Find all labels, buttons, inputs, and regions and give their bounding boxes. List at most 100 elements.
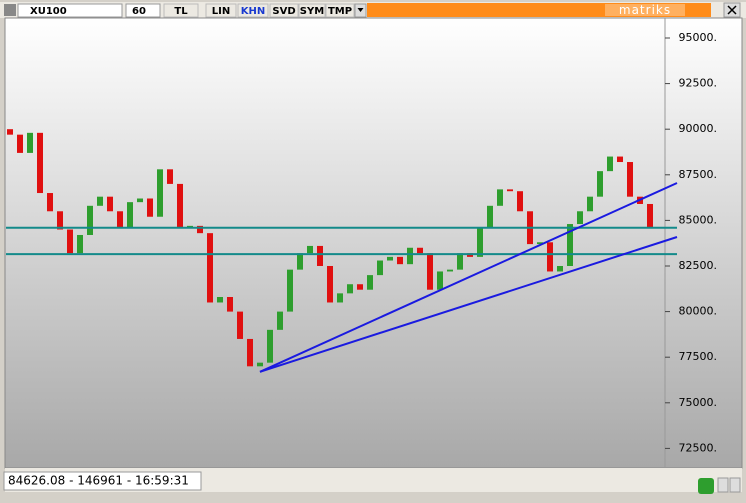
period-box[interactable] (125, 3, 161, 18)
tool-button[interactable] (163, 3, 199, 18)
trend-line (259, 182, 678, 373)
status: 84626.08 - 146961 - 16:59:31 (8, 474, 189, 488)
candle (157, 169, 163, 217)
candle (117, 211, 123, 228)
candle (87, 205, 93, 235)
y-tick-label: 72500. (679, 441, 718, 454)
symbol: XU100 (30, 6, 67, 17)
tool-button-label: TL (174, 6, 188, 17)
candle (557, 265, 563, 272)
candle (7, 129, 13, 135)
candle (217, 297, 223, 303)
y-tick-label: 87500. (679, 168, 718, 181)
candle (627, 162, 633, 197)
candle (337, 293, 343, 303)
tool-button[interactable] (298, 3, 326, 18)
symbol-box[interactable] (17, 3, 123, 18)
candle (287, 269, 293, 312)
candle (127, 202, 133, 228)
candle (607, 156, 613, 172)
candle (327, 265, 333, 303)
menu-icon[interactable] (4, 4, 16, 16)
candle (347, 284, 353, 294)
scroll-right[interactable] (729, 477, 741, 493)
candle (587, 196, 593, 212)
y-tick-label: 85000. (679, 213, 718, 226)
candle (507, 189, 513, 192)
tool-button-label: KHN (241, 6, 266, 17)
candle (517, 191, 523, 212)
y-tick-label: 90000. (679, 122, 718, 135)
y-tick-label: 82500. (679, 259, 718, 272)
tool-button-label: SYM (300, 6, 324, 17)
candle (407, 247, 413, 265)
candle (257, 362, 263, 367)
candle (477, 227, 483, 257)
candle (247, 338, 253, 367)
candle (197, 225, 203, 234)
candle (437, 271, 443, 290)
candle (417, 247, 423, 254)
candle (237, 311, 243, 339)
tool-button[interactable] (325, 3, 355, 18)
candle (37, 132, 43, 194)
tool-button[interactable] (269, 3, 299, 18)
tool-button-label: TMP (328, 6, 352, 17)
y-tick-label: 92500. (679, 77, 718, 90)
plot: 95000. 92500. 90000. 87500. 85000. 82500. 8000… (6, 31, 717, 489)
candle (547, 242, 553, 272)
status-box (3, 471, 202, 491)
candle (387, 256, 393, 261)
period: 60 (132, 6, 146, 17)
chart-panel (4, 17, 743, 469)
candle (647, 203, 653, 228)
y-tick-label: 75000. (679, 396, 718, 409)
scroll-left[interactable] (717, 477, 729, 493)
candle (397, 256, 403, 265)
trend-line (259, 236, 678, 373)
candle (147, 198, 153, 217)
y-tick-label: 95000. (679, 31, 718, 44)
close-icon (727, 5, 737, 15)
candle (207, 233, 213, 303)
candle (537, 242, 543, 245)
candle (27, 132, 33, 153)
candle (487, 205, 493, 228)
candle (377, 260, 383, 276)
candle (167, 169, 173, 184)
candle (77, 234, 83, 254)
candle (617, 156, 623, 163)
y-tick-label: 77500. (679, 350, 718, 363)
dropdown-arrow (357, 8, 364, 12)
candle (317, 245, 323, 266)
tool-button-label: LIN (212, 6, 230, 17)
candle (177, 183, 183, 228)
candle (597, 171, 603, 197)
candle (47, 193, 53, 212)
candle (307, 245, 313, 254)
buttons: TL LIN KHN SVD SYM TMP (163, 3, 355, 18)
candle (97, 196, 103, 206)
candle (17, 134, 23, 153)
refresh-button[interactable] (698, 478, 714, 494)
candle (297, 253, 303, 270)
candle (277, 311, 283, 330)
candle (107, 196, 113, 212)
candle (57, 211, 63, 230)
y-tick-label: 80000. (679, 305, 718, 318)
candle (577, 211, 583, 225)
candle (567, 224, 573, 266)
tool-button[interactable] (205, 3, 237, 18)
candle (447, 269, 453, 272)
candle (497, 189, 503, 206)
candle (137, 198, 143, 203)
tool-button-label: SVD (272, 6, 295, 17)
tool-button[interactable] (237, 3, 269, 18)
candle (67, 229, 73, 254)
brand-box (605, 4, 685, 16)
candle (367, 275, 373, 290)
candle (427, 253, 433, 290)
candle (227, 297, 233, 312)
candle (457, 253, 463, 270)
